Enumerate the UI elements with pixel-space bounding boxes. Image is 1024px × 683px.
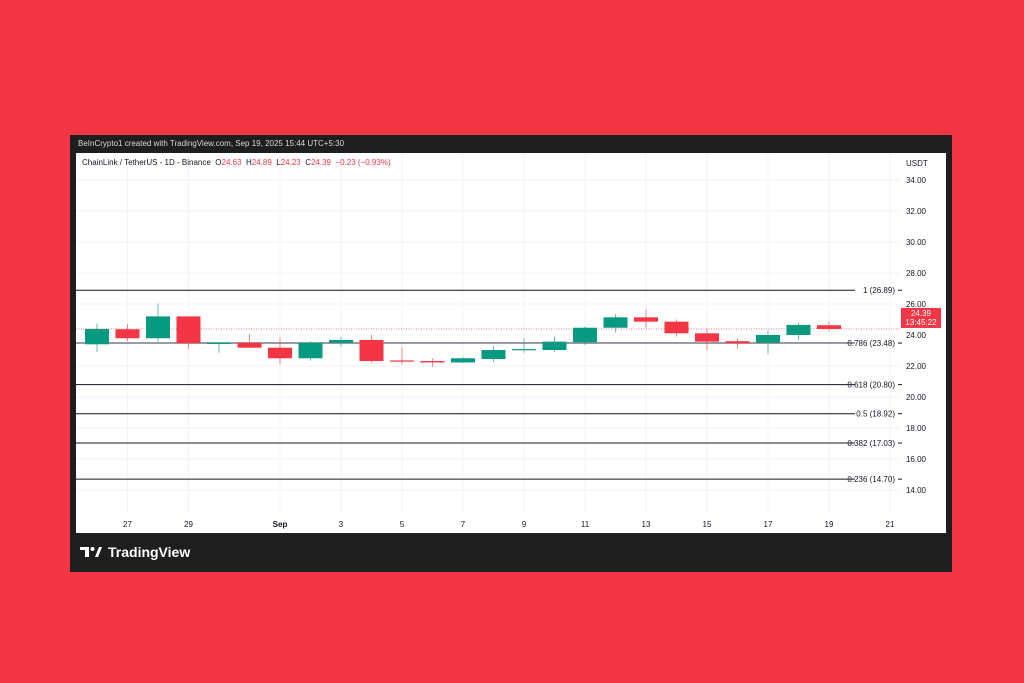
tradingview-logo: TradingView xyxy=(80,544,190,560)
y-tick-label: 26.00 xyxy=(906,300,927,309)
x-tick-label: 9 xyxy=(522,520,527,529)
candle-body xyxy=(390,360,414,362)
x-tick-label: 29 xyxy=(184,520,193,529)
x-tick-label: 3 xyxy=(339,520,344,529)
candle-body xyxy=(115,329,140,339)
x-tick-label: 7 xyxy=(461,520,466,529)
y-tick-label: 14.00 xyxy=(906,486,927,495)
candle-body xyxy=(176,316,201,344)
candle-body xyxy=(725,341,750,344)
x-tick-label: 13 xyxy=(642,520,651,529)
low-value: 24.23 xyxy=(280,158,301,167)
symbol-legend: ChainLink / TetherUS - 1D - Binance O24.… xyxy=(82,158,391,167)
candle-body xyxy=(481,350,506,360)
fib-level-label: 0.5 (18.92) xyxy=(856,410,895,419)
y-tick-label: 22.00 xyxy=(906,362,927,371)
candle-body xyxy=(359,339,384,362)
y-tick-label: 18.00 xyxy=(906,424,927,433)
fib-level-label: 0.618 (20.80) xyxy=(847,381,895,390)
x-tick-label: 21 xyxy=(886,520,895,529)
x-tick-label: 17 xyxy=(764,520,773,529)
chart-credit: BeInCrypto1 created with TradingView.com… xyxy=(78,139,345,148)
candle-body xyxy=(207,342,231,344)
candle-body xyxy=(817,325,841,329)
close-label: C xyxy=(305,158,311,167)
candle-body xyxy=(756,335,780,343)
last-price-value: 24.39 xyxy=(911,309,932,318)
candle-body xyxy=(451,358,475,363)
candle-body xyxy=(542,341,567,351)
candle-body xyxy=(786,324,811,335)
y-tick-label: 30.00 xyxy=(906,238,927,247)
x-tick-label: Sep xyxy=(273,520,288,529)
close-value: 24.39 xyxy=(310,158,331,167)
candle-body xyxy=(512,349,536,351)
candle-body xyxy=(85,328,109,345)
candle-body xyxy=(146,316,170,339)
x-tick-label: 11 xyxy=(581,520,590,529)
currency-label: USDT xyxy=(906,159,928,168)
last-price-badge xyxy=(901,307,941,328)
x-tick-label: 5 xyxy=(400,520,405,529)
y-tick-label: 34.00 xyxy=(906,176,927,185)
y-tick-label: 16.00 xyxy=(906,455,927,464)
candle-body xyxy=(664,321,689,334)
candle-body xyxy=(634,317,658,322)
candle-body xyxy=(237,342,262,348)
change-value: −0.23 (−0.93%) xyxy=(335,158,391,167)
candle-body xyxy=(420,361,445,363)
tradingview-logo-icon xyxy=(80,547,102,557)
fib-level-label: 0.382 (17.03) xyxy=(847,439,895,448)
candle-body xyxy=(329,339,353,343)
candle-body xyxy=(603,317,628,328)
tradingview-logo-text: TradingView xyxy=(108,544,191,560)
y-tick-label: 32.00 xyxy=(906,207,927,216)
fib-level-label: 1 (26.89) xyxy=(863,286,895,295)
y-tick-label: 28.00 xyxy=(906,269,927,278)
y-tick-label: 20.00 xyxy=(906,393,927,402)
open-label: O xyxy=(215,158,222,167)
candle-body xyxy=(695,333,719,342)
high-label: H xyxy=(245,158,252,167)
fib-level-label: 0.236 (14.70) xyxy=(847,475,895,484)
high-value: 24.89 xyxy=(251,158,272,167)
candle-body xyxy=(268,347,292,359)
x-tick-label: 15 xyxy=(703,520,712,529)
last-price-countdown: 13:45:22 xyxy=(905,318,937,327)
candle-body xyxy=(573,327,597,343)
candle-body xyxy=(298,342,323,359)
y-tick-label: 24.00 xyxy=(906,331,927,340)
x-tick-label: 27 xyxy=(123,520,132,529)
symbol-name: ChainLink / TetherUS - 1D - Binance xyxy=(82,158,211,167)
open-value: 24.63 xyxy=(221,158,242,167)
low-label: L xyxy=(276,158,281,167)
fib-level-label: 0.786 (23.48) xyxy=(847,339,895,348)
x-tick-label: 19 xyxy=(825,520,834,529)
